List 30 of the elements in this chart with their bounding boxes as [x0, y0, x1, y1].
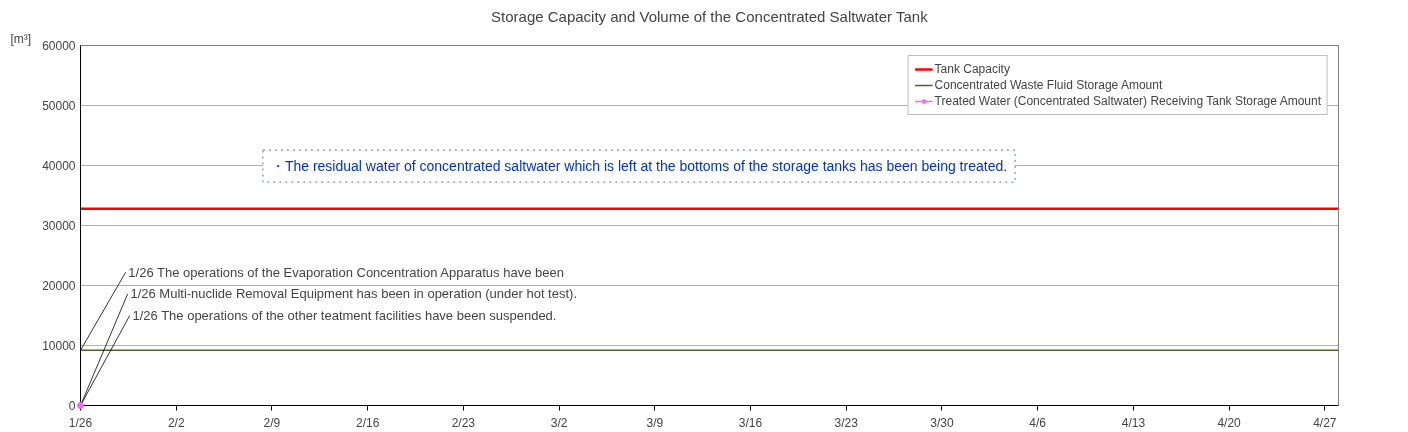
x-tick-label: 2/16	[355, 415, 380, 430]
y-axis-title: [m³]	[10, 31, 32, 46]
y-tick-label: 40000	[42, 159, 76, 173]
x-tick-label: 4/20	[1217, 415, 1242, 430]
y-tick-label: 10000	[42, 339, 76, 353]
x-tick-label: 3/9	[646, 415, 664, 430]
annotation: 1/26 The operations of the other teatment facilities have been suspended.	[132, 308, 557, 323]
x-tick-label: 3/2	[550, 415, 568, 430]
x-tick-label: 3/16	[738, 415, 763, 430]
x-tick-label: 2/23	[451, 415, 476, 430]
legend-label: Concentrated Waste Fluid Storage Amount	[934, 78, 1163, 92]
x-tick-label: 3/23	[834, 415, 859, 430]
y-tick-label: 30000	[42, 219, 76, 233]
x-tick-label: 2/9	[263, 415, 281, 430]
y-tick-label: 60000	[42, 39, 76, 53]
x-tick-label: 2/2	[167, 415, 185, 430]
y-tick-label: 50000	[42, 99, 76, 113]
annotation: ・The residual water of concentrated saltwater which is left at the bottoms of the storage tanks has been being treated.	[270, 158, 1008, 175]
x-tick-label: 4/6	[1029, 415, 1047, 430]
legend-label: Treated Water (Concentrated Saltwater) Receiving Tank Storage Amount	[934, 94, 1321, 108]
x-tick-label: 1/26	[68, 415, 93, 430]
annotation: 1/26 Multi-nuclide Removal Equipment has been in operation (under hot test).	[130, 286, 577, 302]
legend-label: Tank Capacity	[934, 62, 1010, 76]
x-tick-label: 4/27	[1313, 415, 1337, 430]
y-tick-label: 0	[68, 399, 76, 413]
y-tick-label: 20000	[42, 279, 76, 293]
x-tick-label: 4/13	[1121, 415, 1146, 430]
annotation: 1/26 The operations of the Evaporation Concentration Apparatus have been	[128, 264, 564, 280]
chart-title: Storage Capacity and Volume of the Concentrated Saltwater Tank	[491, 7, 929, 25]
x-tick-label: 3/30	[930, 415, 954, 430]
